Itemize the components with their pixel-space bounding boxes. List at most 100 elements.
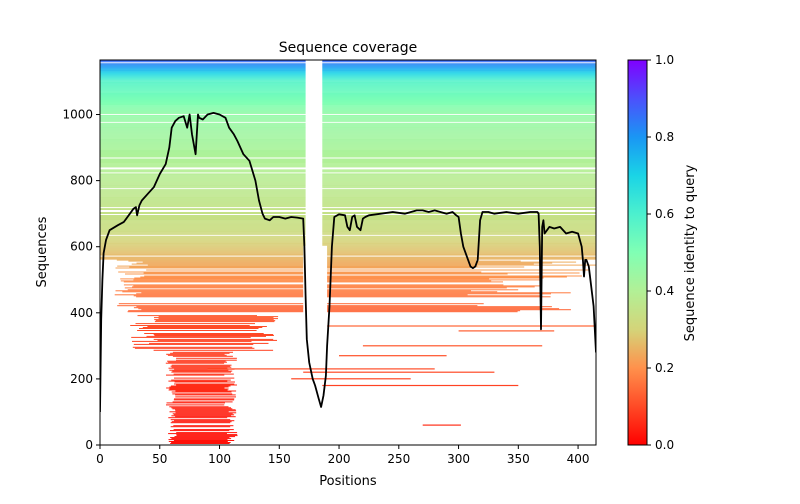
coverage-row (100, 83, 306, 85)
coverage-row (322, 166, 596, 168)
coverage-row (170, 385, 231, 387)
coverage-row (100, 174, 306, 176)
coverage-row (322, 143, 596, 145)
coverage-row (100, 104, 306, 105)
coverage-row (327, 280, 492, 282)
coverage-row (322, 151, 596, 153)
coverage-row (100, 61, 306, 63)
coverage-row (129, 266, 304, 268)
coverage-row (322, 161, 596, 163)
coverage-row (100, 86, 306, 88)
coverage-row (322, 84, 596, 86)
coverage-row (322, 138, 596, 140)
colorbar (627, 59, 648, 446)
coverage-row (322, 109, 596, 111)
coverage-row (322, 86, 596, 88)
coverage-row (171, 379, 231, 381)
coverage-row (157, 339, 277, 341)
coverage-row (327, 293, 551, 295)
coverage-row (100, 111, 306, 113)
coverage-row (327, 325, 596, 327)
coverage-row (100, 230, 306, 232)
coverage-row (125, 273, 304, 275)
coverage-row (100, 190, 306, 192)
coverage-row (322, 117, 596, 119)
coverage-row (173, 399, 235, 401)
coverage-row (322, 128, 596, 130)
coverage-row (169, 406, 229, 408)
coverage-row (322, 134, 596, 136)
coverage-row (322, 73, 596, 75)
coverage-row (100, 145, 306, 147)
coverage-row (100, 153, 306, 155)
coverage-row (100, 203, 306, 205)
coverage-row (322, 163, 596, 165)
coverage-row (100, 249, 304, 251)
coverage-row (322, 118, 596, 120)
coverage-row (327, 287, 507, 289)
coverage-row (322, 92, 596, 94)
coverage-row (100, 182, 306, 184)
coverage-row (322, 208, 596, 210)
coverage-row (100, 236, 306, 238)
coverage-row (100, 256, 304, 258)
coverage-row (100, 97, 306, 98)
coverage-row (322, 65, 596, 67)
coverage-row (100, 239, 306, 241)
coverage-row (322, 155, 596, 157)
coverage-row (322, 88, 596, 90)
coverage-row (100, 74, 306, 76)
coverage-row (100, 124, 306, 126)
coverage-row (176, 434, 238, 436)
coverage-row (174, 381, 235, 383)
coverage-row (100, 254, 304, 256)
coverage-row (322, 74, 596, 76)
coverage-row (327, 286, 535, 288)
x-tick-label: 300 (447, 452, 470, 466)
coverage-row (142, 327, 263, 328)
coverage-row (100, 129, 306, 131)
coverage-row (100, 98, 306, 99)
coverage-row (169, 411, 229, 413)
coverage-row (100, 125, 306, 127)
coverage-row (100, 189, 306, 191)
coverage-row (327, 279, 540, 281)
coverage-row (100, 70, 306, 72)
coverage-row (175, 412, 237, 414)
coverage-row (171, 364, 232, 366)
coverage-row (322, 197, 596, 199)
coverage-row (322, 233, 596, 235)
coverage-row (322, 238, 596, 240)
coverage-row (322, 104, 596, 106)
coverage-row (134, 347, 255, 349)
coverage-row (100, 209, 306, 210)
coverage-row (116, 259, 304, 261)
coverage-row (100, 213, 306, 214)
coverage-row (322, 243, 596, 245)
coverage-row (170, 422, 231, 424)
coverage-row (100, 112, 306, 114)
coverage-row (291, 378, 411, 380)
coverage-row (100, 243, 306, 245)
coverage-row (322, 145, 596, 147)
coverage-row (100, 128, 306, 130)
coverage-row (327, 271, 482, 273)
coverage-row (100, 233, 306, 235)
x-tick-label: 0 (96, 452, 104, 466)
coverage-row (322, 139, 596, 141)
coverage-row (322, 130, 596, 132)
coverage-row (171, 407, 231, 409)
coverage-row (327, 264, 596, 266)
coverage-row (100, 257, 304, 259)
coverage-row (322, 159, 596, 161)
coverage-row (322, 232, 596, 234)
coverage-row (322, 147, 596, 149)
coverage-row (322, 169, 596, 171)
coverage-row (154, 321, 275, 323)
coverage-row (322, 174, 596, 176)
coverage-row (322, 204, 596, 206)
coverage-row (100, 199, 306, 201)
coverage-row (100, 150, 306, 152)
coverage-row (327, 281, 503, 283)
colorbar-tick-label: 1.0 (655, 53, 674, 67)
